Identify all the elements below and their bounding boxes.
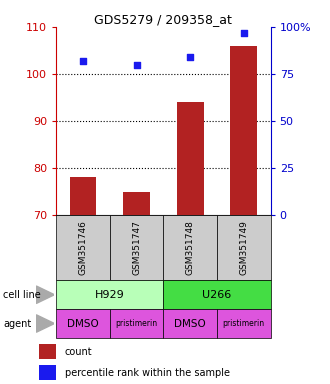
Title: GDS5279 / 209358_at: GDS5279 / 209358_at: [94, 13, 232, 26]
Point: [241, 30, 247, 36]
Text: GSM351748: GSM351748: [186, 220, 195, 275]
Point: [80, 58, 85, 64]
Bar: [163, 309, 217, 338]
Bar: [39, 344, 56, 359]
Point: [187, 54, 193, 60]
Text: GSM351746: GSM351746: [79, 220, 87, 275]
Point: [134, 61, 139, 68]
Bar: [56, 280, 163, 309]
Bar: [163, 280, 271, 309]
Bar: [230, 46, 257, 215]
Bar: [217, 215, 271, 280]
Text: GSM351749: GSM351749: [239, 220, 248, 275]
Bar: [39, 365, 56, 380]
Bar: [217, 309, 271, 338]
Text: DMSO: DMSO: [67, 318, 99, 329]
Bar: [56, 309, 110, 338]
Text: cell line: cell line: [3, 290, 41, 300]
Text: pristimerin: pristimerin: [115, 319, 158, 328]
Text: count: count: [65, 347, 93, 357]
Polygon shape: [36, 315, 54, 332]
Bar: [56, 215, 110, 280]
Text: DMSO: DMSO: [174, 318, 206, 329]
Bar: [110, 215, 163, 280]
Bar: [123, 192, 150, 215]
Text: pristimerin: pristimerin: [223, 319, 265, 328]
Bar: [110, 309, 163, 338]
Polygon shape: [36, 286, 54, 303]
Text: U266: U266: [202, 290, 232, 300]
Bar: [177, 102, 204, 215]
Text: agent: agent: [3, 318, 32, 329]
Text: percentile rank within the sample: percentile rank within the sample: [65, 368, 230, 378]
Text: H929: H929: [95, 290, 125, 300]
Bar: [163, 215, 217, 280]
Text: GSM351747: GSM351747: [132, 220, 141, 275]
Bar: [70, 177, 96, 215]
